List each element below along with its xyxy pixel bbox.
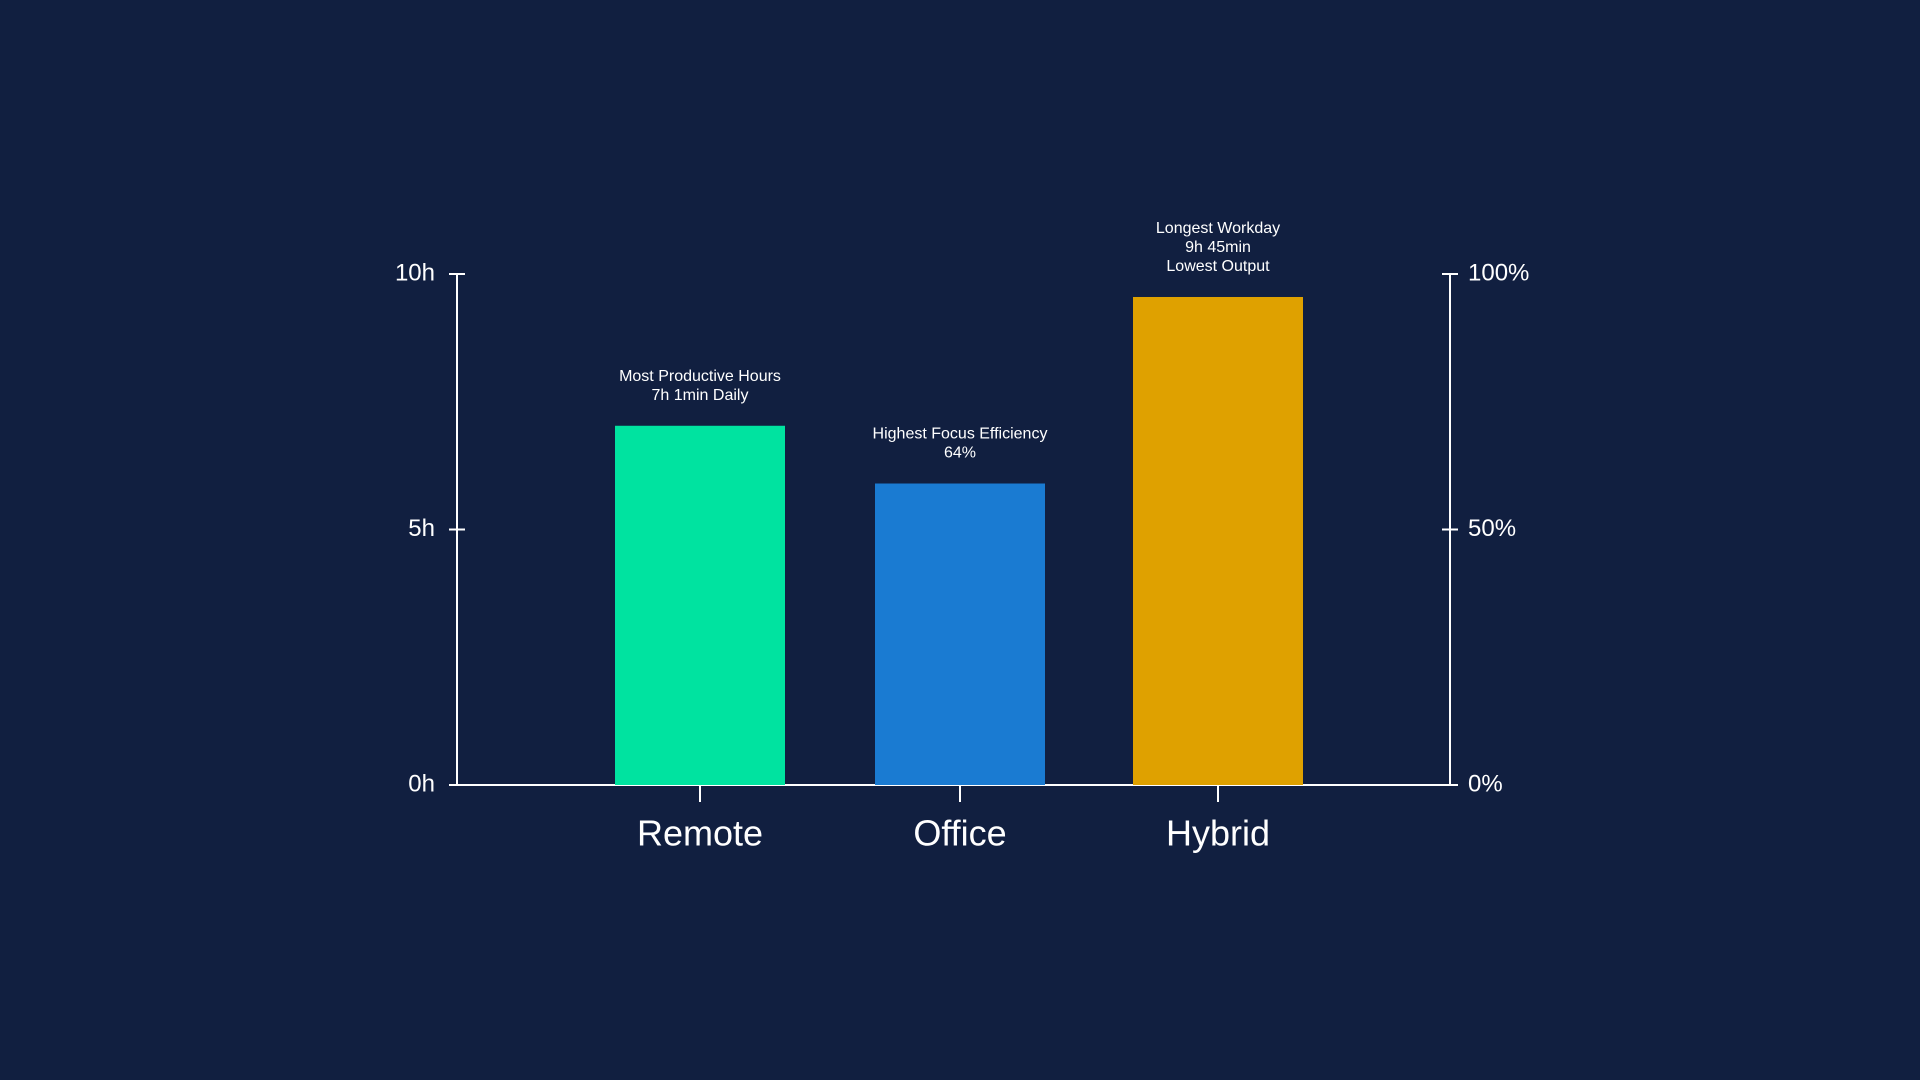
y2-tick-label: 100% xyxy=(1468,259,1529,286)
y-tick-label: 5h xyxy=(408,515,435,542)
annotation: Most Productive Hours xyxy=(619,368,781,385)
y-tick-label: 10h xyxy=(395,259,435,286)
x-tick-label: Remote xyxy=(637,813,763,854)
y-tick-label: 0h xyxy=(408,770,435,797)
x-tick-label: Office xyxy=(913,813,1006,854)
annotation: 7h 1min Daily xyxy=(652,387,749,404)
y2-tick-label: 0% xyxy=(1468,770,1503,797)
y2-tick-label: 50% xyxy=(1468,515,1516,542)
bar xyxy=(1133,296,1303,785)
bar xyxy=(875,483,1045,785)
annotation: Lowest Output xyxy=(1166,258,1270,275)
annotation: 64% xyxy=(944,445,976,462)
annotation: Longest Workday xyxy=(1156,220,1280,237)
annotation: Highest Focus Efficiency xyxy=(873,426,1048,443)
annotation: 9h 45min xyxy=(1185,239,1251,256)
x-tick-label: Hybrid xyxy=(1166,813,1270,854)
bar xyxy=(615,425,785,785)
